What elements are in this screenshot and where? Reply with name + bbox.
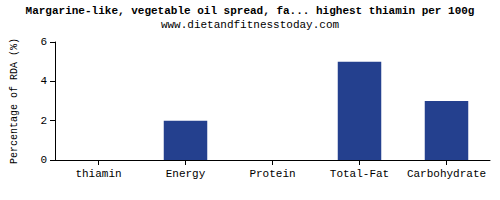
svg-text:Percentage of RDA (%): Percentage of RDA (%) [9, 38, 20, 164]
svg-text:Protein: Protein [249, 168, 295, 180]
svg-text:Margarine-like, vegetable oil: Margarine-like, vegetable oil spread, fa… [26, 5, 475, 17]
svg-text:4: 4 [40, 75, 47, 87]
svg-text:6: 6 [40, 36, 47, 48]
svg-text:www.dietandfitnesstoday.com: www.dietandfitnesstoday.com [161, 19, 340, 31]
svg-text:2: 2 [40, 115, 47, 127]
svg-text:thiamin: thiamin [75, 168, 121, 180]
svg-text:Total-Fat: Total-Fat [330, 168, 389, 180]
svg-text:Carbohydrate: Carbohydrate [407, 168, 486, 180]
svg-text:0: 0 [40, 154, 47, 166]
svg-text:Energy: Energy [166, 168, 206, 180]
